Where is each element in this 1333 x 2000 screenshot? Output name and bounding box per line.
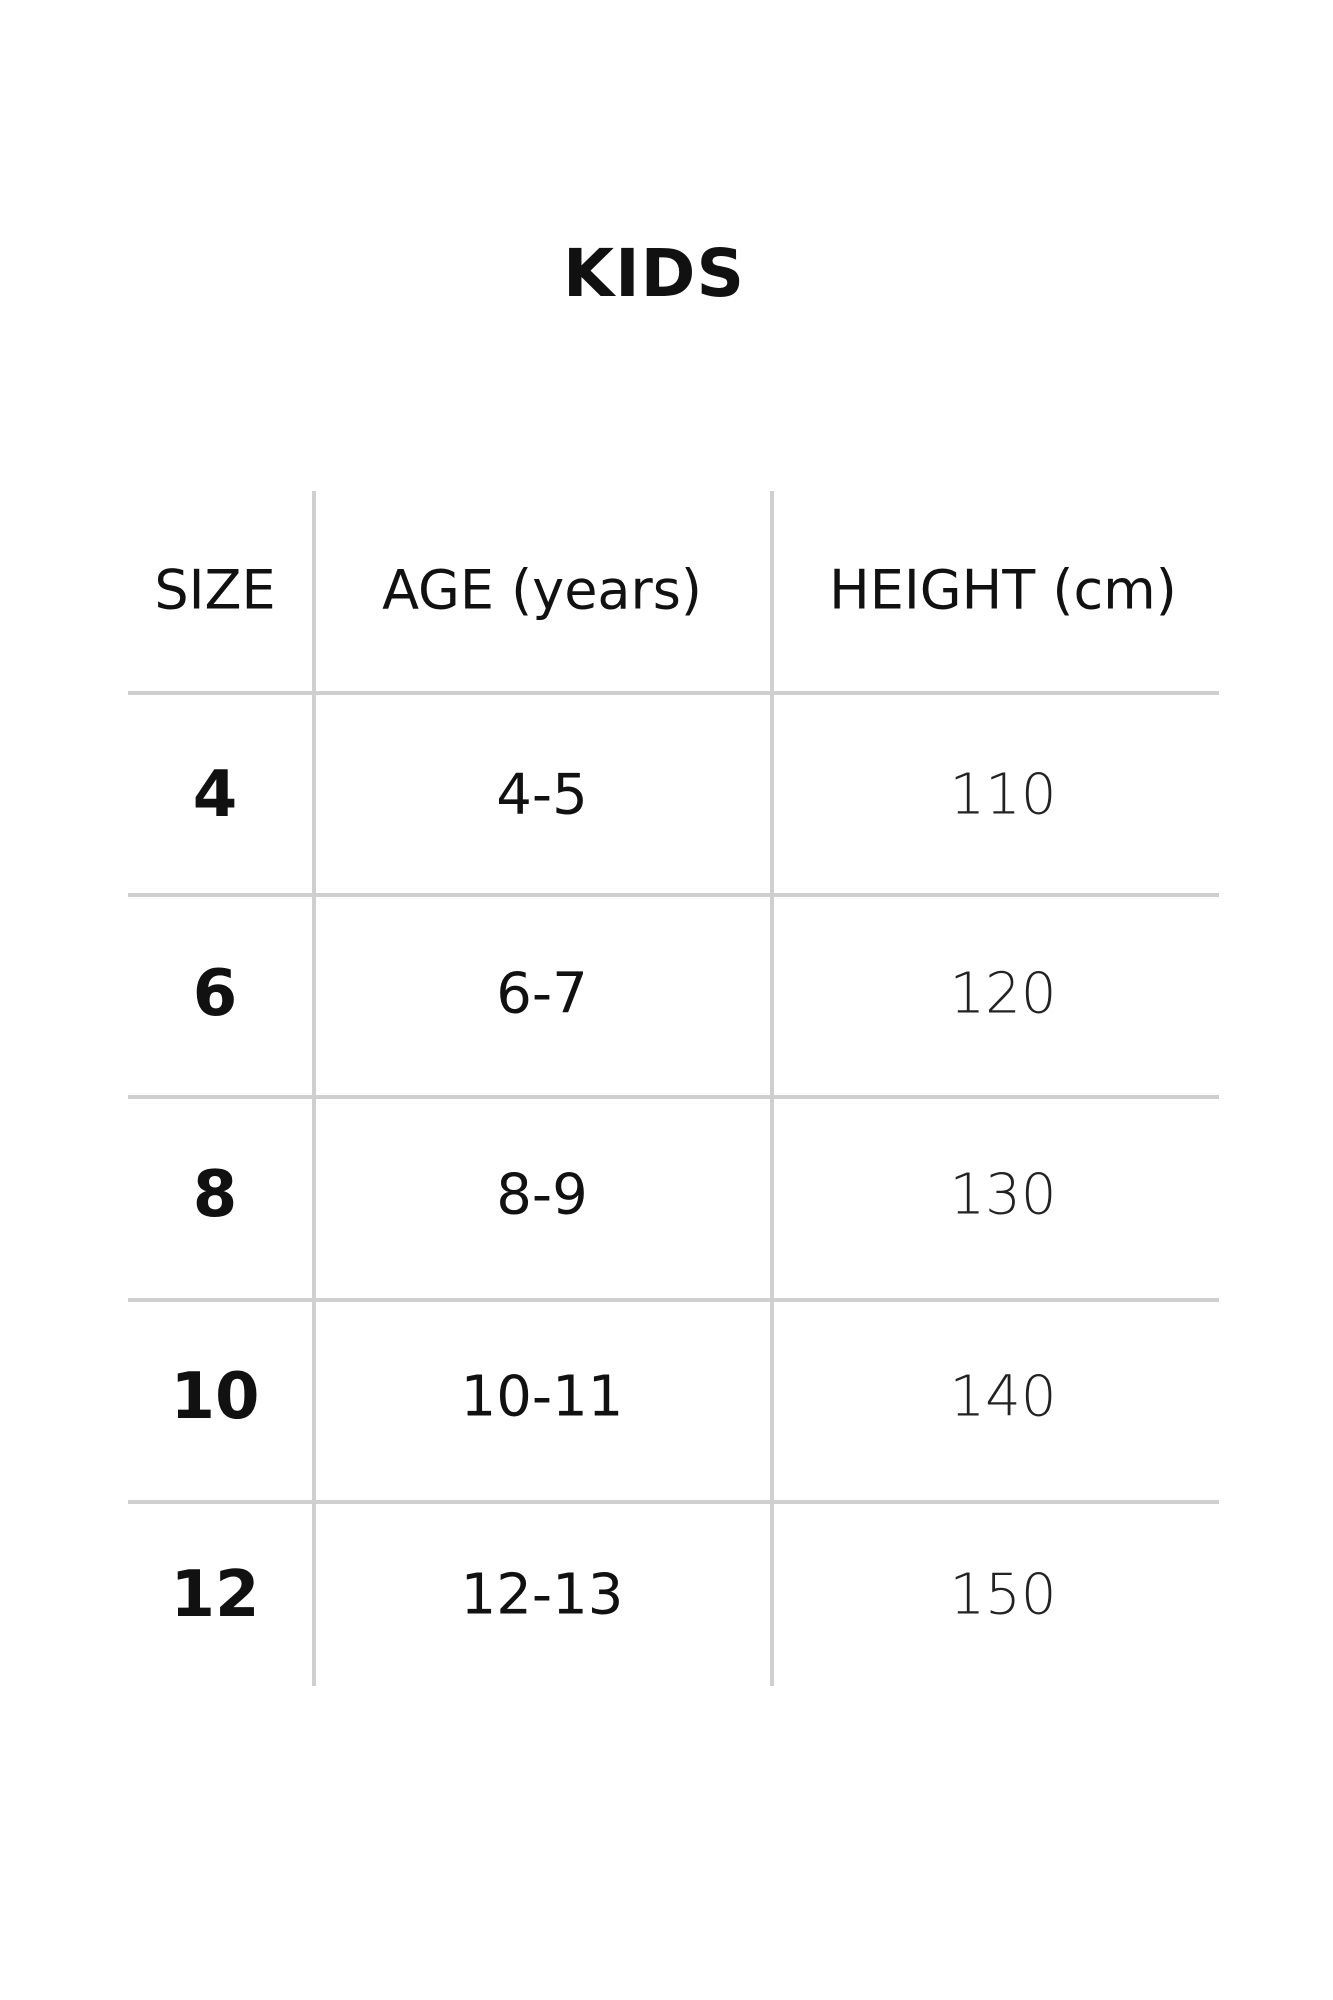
cell-height: 110 (949, 762, 1057, 828)
cell-age: 10-11 (460, 1364, 624, 1430)
cell-height: 130 (949, 1162, 1057, 1228)
row-divider (128, 691, 1219, 695)
cell-age: 4-5 (496, 762, 588, 828)
row-divider (128, 1298, 1219, 1302)
cell-height: 140 (949, 1364, 1057, 1430)
cell-size: 10 (170, 1360, 260, 1434)
cell-age: 6-7 (496, 961, 588, 1027)
cell-height: 150 (949, 1562, 1057, 1628)
cell-size: 4 (192, 758, 238, 832)
cell-size: 8 (192, 1158, 238, 1232)
cell-size: 12 (170, 1558, 260, 1632)
row-divider (128, 1095, 1219, 1099)
cell-height: 120 (949, 961, 1057, 1027)
row-divider (128, 893, 1219, 897)
cell-age: 8-9 (496, 1162, 588, 1228)
header-size: SIZE (154, 558, 276, 622)
column-divider (770, 491, 774, 1686)
header-height: HEIGHT (cm) (829, 558, 1177, 622)
row-divider (128, 1500, 1219, 1504)
page-title: KIDS (562, 235, 746, 312)
header-age: AGE (years) (382, 558, 702, 622)
column-divider (312, 491, 316, 1686)
cell-size: 6 (192, 957, 238, 1031)
cell-age: 12-13 (460, 1562, 624, 1628)
